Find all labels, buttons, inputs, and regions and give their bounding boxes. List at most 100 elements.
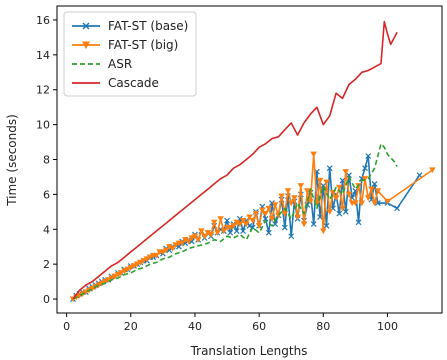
data-point-fat-st-base: [233, 228, 240, 234]
data-point-fat-st-big: [368, 186, 375, 193]
data-point-fat-st-big: [374, 188, 382, 195]
data-point-fat-st-big: [339, 205, 346, 212]
legend-marker-fat-st-base: [82, 22, 90, 30]
data-point-fat-st-big: [259, 207, 266, 214]
x-axis: 0 20 40 60 80 100: [63, 313, 398, 333]
data-point-fat-st-big: [166, 244, 173, 250]
data-point-fat-st-big: [352, 200, 359, 207]
y-tick-label: 14: [36, 49, 50, 62]
data-point-fat-st-big: [153, 252, 160, 259]
series-layer: [69, 20, 436, 303]
data-point-fat-st-big: [246, 214, 253, 221]
y-tick-label: 4: [43, 223, 50, 236]
data-point-fat-st-big: [307, 198, 314, 205]
data-point-fat-st-big: [300, 221, 308, 228]
data-point-fat-st-base: [240, 228, 247, 234]
data-point-fat-st-base: [265, 229, 272, 236]
data-point-fat-st-big: [217, 216, 224, 223]
data-point-fat-st-big: [95, 282, 102, 289]
data-point-fat-st-big: [281, 210, 288, 217]
data-point-fat-st-big: [194, 237, 202, 243]
legend: FAT-ST (base) FAT-ST (big) ASR Cascade: [63, 11, 197, 97]
data-point-fat-st-big: [345, 191, 353, 198]
data-point-fat-st-big: [361, 176, 369, 182]
legend-label-fat-st-big: FAT-ST (big): [108, 38, 178, 52]
x-tick-label: 20: [124, 320, 138, 333]
x-tick-label: 80: [316, 320, 330, 333]
data-point-fat-st-base: [336, 210, 343, 217]
data-point-fat-st-big: [130, 263, 138, 270]
data-point-fat-st-big: [182, 237, 189, 243]
x-tick-label: 0: [63, 320, 70, 333]
data-point-fat-st-big: [278, 193, 285, 200]
data-point-fat-st-big: [320, 228, 327, 235]
data-point-fat-st-big: [236, 221, 244, 228]
x-axis-label: Translation Lengths: [190, 344, 308, 358]
data-point-fat-st-big: [233, 219, 240, 226]
data-point-fat-st-big: [326, 209, 333, 216]
data-point-fat-st-base: [281, 224, 288, 231]
data-point-fat-st-big: [178, 240, 186, 247]
data-point-fat-st-base: [224, 217, 230, 224]
data-point-fat-st-big: [255, 223, 263, 229]
data-point-fat-st-big: [243, 221, 250, 228]
data-point-fat-st-big: [297, 183, 305, 189]
data-point-fat-st-base: [320, 182, 327, 189]
data-point-fat-st-big: [342, 169, 349, 175]
data-point-fat-st-big: [137, 259, 144, 266]
y-tick-label: 16: [36, 14, 50, 27]
data-point-fat-st-big: [384, 198, 391, 205]
data-point-fat-st-big: [316, 177, 324, 184]
data-point-fat-st-big: [198, 228, 205, 235]
data-point-fat-st-base: [227, 229, 234, 236]
data-point-fat-st-big: [365, 195, 372, 202]
data-point-fat-st-base: [362, 165, 368, 172]
data-point-fat-st-big: [265, 205, 272, 212]
data-point-fat-st-big: [121, 268, 128, 275]
data-point-fat-st-base: [365, 153, 372, 159]
data-point-fat-st-big: [332, 195, 340, 202]
data-point-fat-st-base: [288, 233, 295, 240]
data-point-fat-st-big: [172, 242, 179, 249]
data-point-fat-st-big: [284, 188, 292, 195]
data-point-fat-st-big: [358, 200, 365, 207]
data-point-fat-st-big: [249, 217, 256, 224]
y-tick-label: 2: [43, 258, 50, 271]
data-point-fat-st-big: [310, 151, 317, 158]
data-point-fat-st-base: [310, 221, 317, 227]
data-point-fat-st-big: [124, 266, 131, 273]
data-point-fat-st-big: [204, 230, 211, 236]
data-point-fat-st-big: [214, 230, 221, 236]
data-point-fat-st-big: [140, 258, 147, 264]
data-point-fat-st-big: [429, 167, 436, 174]
data-point-fat-st-big: [211, 219, 218, 226]
legend-box: [63, 11, 197, 97]
data-point-fat-st-big: [185, 238, 192, 245]
data-point-fat-st-base: [272, 221, 279, 227]
data-point-fat-st-big: [111, 273, 118, 280]
data-point-fat-st-big: [162, 247, 170, 254]
data-point-fat-st-big: [207, 231, 215, 238]
legend-marker-fat-st-big: [82, 41, 90, 49]
data-point-fat-st-big: [304, 188, 311, 195]
series-line-cascade: [72, 20, 398, 300]
data-point-fat-st-big: [188, 235, 195, 242]
data-point-fat-st-big: [291, 195, 298, 202]
data-point-fat-st-big: [336, 184, 343, 191]
x-tick-label: 100: [377, 320, 398, 333]
legend-label-asr: ASR: [108, 57, 132, 71]
data-point-fat-st-big: [271, 202, 279, 209]
data-point-fat-st-big: [323, 179, 330, 186]
data-point-fat-st-base: [394, 205, 401, 212]
data-point-fat-st-base: [355, 219, 362, 226]
y-tick-label: 6: [43, 188, 50, 201]
data-point-fat-st-big: [169, 245, 176, 252]
data-point-fat-st-big: [191, 233, 199, 240]
x-tick-label: 60: [252, 320, 266, 333]
y-tick-label: 12: [36, 84, 50, 97]
data-point-fat-st-big: [108, 275, 115, 282]
data-point-fat-st-big: [127, 265, 134, 271]
data-point-fat-st-big: [143, 256, 151, 263]
data-point-fat-st-big: [227, 224, 234, 231]
